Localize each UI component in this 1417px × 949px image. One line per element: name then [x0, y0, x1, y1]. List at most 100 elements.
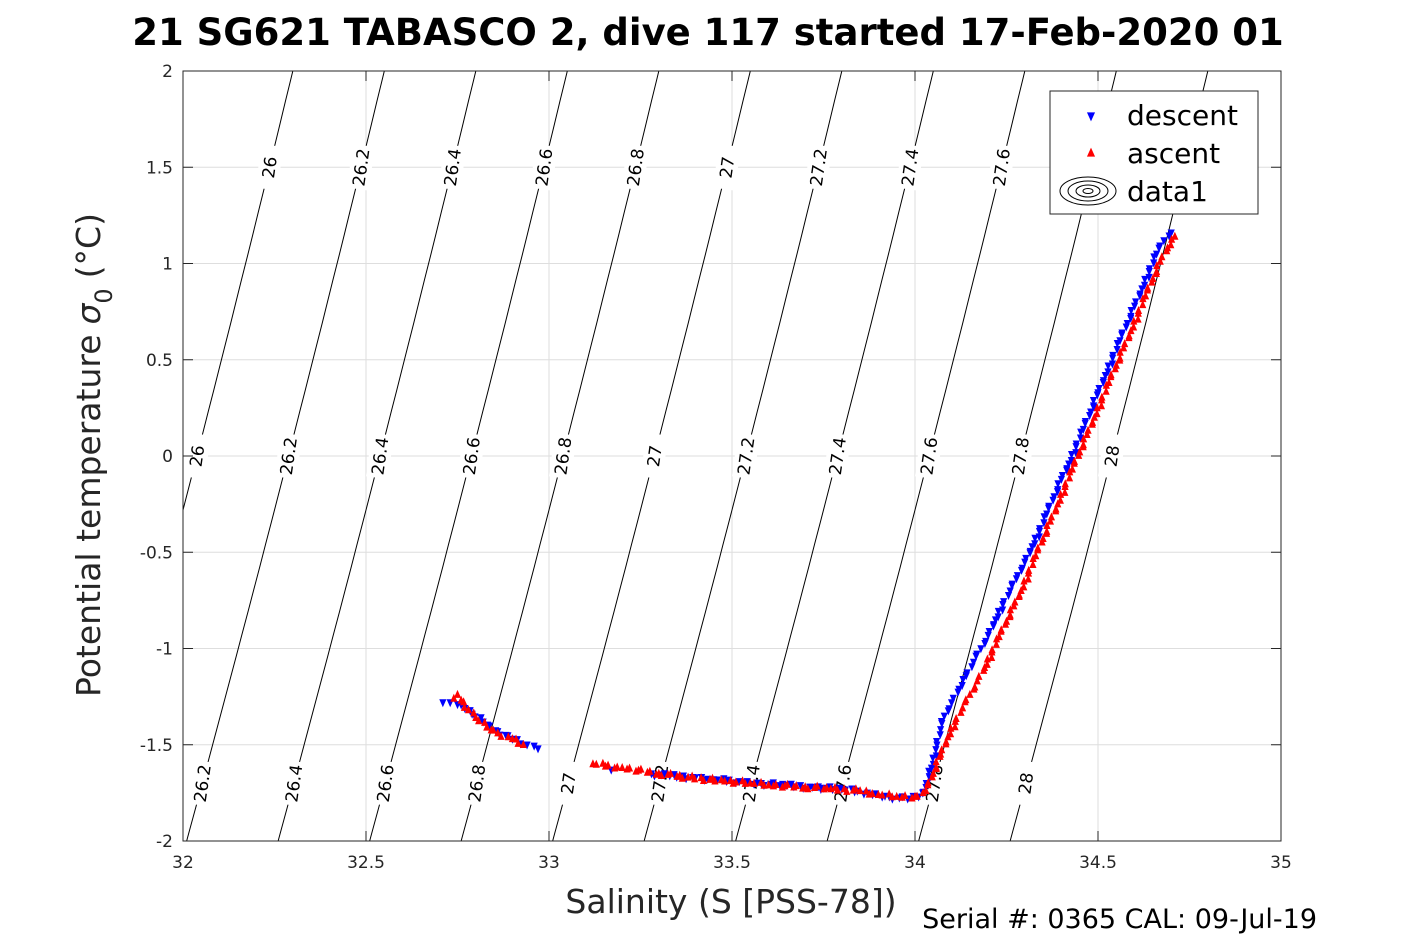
ascent-point	[997, 625, 1005, 634]
ascent-point	[1098, 392, 1106, 401]
descent-point	[523, 741, 531, 750]
descent-point	[477, 714, 485, 723]
descent-point	[1160, 237, 1168, 246]
ascent-point	[646, 766, 654, 775]
ascent-point	[988, 645, 996, 654]
ascent-point	[1141, 291, 1150, 300]
ascent-point	[1043, 526, 1051, 535]
descent-point	[1095, 384, 1103, 393]
ascent-point	[878, 790, 886, 799]
ascent-point	[450, 693, 458, 702]
descent-point	[937, 726, 945, 735]
descent-point	[1050, 493, 1058, 502]
density-contour-label: 28	[1101, 444, 1124, 468]
density-contour-label: 27	[558, 771, 581, 795]
ascent-point	[604, 760, 612, 769]
ascent-point	[983, 659, 991, 668]
descent-point	[1072, 440, 1080, 449]
ascent-point	[750, 778, 758, 787]
descent-point	[1022, 554, 1030, 563]
density-contour-label-group: 27.4	[895, 143, 924, 191]
ascent-point	[833, 785, 842, 794]
y-tick-label: 1.5	[146, 158, 173, 178]
density-contour-label-group: 26.4	[365, 432, 394, 480]
descent-point	[1054, 480, 1062, 489]
serial-cal-footer: Serial #: 0365 CAL: 09-Jul-19	[922, 904, 1317, 935]
ascent-point	[1002, 616, 1011, 625]
descent-point	[1035, 533, 1043, 542]
ascent-point	[1079, 434, 1088, 443]
ascent-point	[464, 705, 473, 714]
descent-point	[959, 675, 967, 684]
ascent-point	[1134, 306, 1143, 315]
ascent-point	[1139, 300, 1147, 309]
ascent-point	[929, 768, 937, 777]
descent-point	[534, 745, 542, 754]
ascent-point	[1088, 417, 1097, 426]
ascent-point	[1149, 274, 1157, 283]
axis-ticks: 32 32.5 33 33.5 34 34.5 35 -2 -1.5 -1 -0.5 0 0.5 1 1.5…	[140, 62, 1292, 873]
ascent-point	[975, 671, 983, 680]
y-axis-label-text: Potential temperature	[69, 335, 108, 697]
descent-point	[1109, 351, 1117, 360]
ascent-point	[483, 722, 491, 731]
descent-point	[932, 746, 940, 755]
descent-point	[933, 741, 941, 750]
ascent-point	[613, 762, 621, 771]
y-tick-label: -2	[156, 832, 173, 852]
ascent-point	[1039, 533, 1047, 542]
ascent-point	[1076, 447, 1084, 456]
ascent-point	[460, 697, 468, 706]
density-contour-label-group: 26.8	[462, 759, 491, 807]
y-tick-label: 0.5	[146, 351, 173, 371]
descent-point	[1076, 434, 1085, 443]
ascent-point	[1046, 516, 1055, 525]
ascent-point	[937, 749, 945, 758]
descent-point	[963, 669, 971, 678]
legend-data1-label: data1	[1127, 175, 1208, 208]
descent-point	[1008, 580, 1016, 589]
chart-title: 21 SG621 TABASCO 2, dive 117 started 17-…	[132, 11, 1284, 54]
legend-descent-label: descent	[1127, 99, 1238, 132]
descent-point	[1118, 329, 1126, 338]
descent-point	[530, 742, 538, 751]
ascent-point	[822, 783, 831, 792]
ascent-point	[1105, 378, 1113, 387]
ascent-point	[1093, 409, 1101, 418]
descent-point	[1152, 250, 1161, 259]
ascent-point	[765, 780, 773, 789]
ascent-point	[951, 722, 959, 731]
ascent-point	[852, 784, 860, 793]
ascent-point	[732, 777, 740, 786]
legend-contour-marker	[1059, 176, 1117, 206]
ascent-point	[1129, 322, 1138, 331]
descent-point	[999, 606, 1007, 615]
ascent-point	[1158, 252, 1166, 261]
ascent-point	[1097, 401, 1106, 410]
descent-point	[982, 637, 990, 646]
descent-point	[955, 685, 963, 694]
ascent-point	[1102, 386, 1110, 395]
descent-point	[1131, 302, 1139, 311]
ascent-point	[721, 776, 729, 785]
ascent-point	[958, 703, 967, 712]
ascent-point	[1167, 240, 1175, 249]
ascent-point	[699, 775, 708, 784]
ascent-point	[1116, 347, 1124, 356]
descent-point	[1072, 449, 1080, 458]
ascent-point	[1083, 430, 1091, 439]
descent-point	[1054, 486, 1062, 495]
ascent-point	[1025, 565, 1033, 574]
ascent-point	[514, 738, 522, 747]
density-contour-label: 26	[186, 444, 209, 468]
ascent-point	[973, 676, 981, 685]
descent-point	[1123, 319, 1131, 328]
descent-point	[1094, 389, 1102, 398]
descent-point	[1067, 451, 1076, 460]
y-tick-label: 2	[162, 62, 173, 82]
ascent-point	[1029, 559, 1037, 568]
ascent-point	[618, 763, 626, 772]
x-tick-label: 34.5	[1079, 853, 1117, 873]
ascent-point	[1156, 256, 1164, 265]
descent-point	[1036, 525, 1044, 534]
